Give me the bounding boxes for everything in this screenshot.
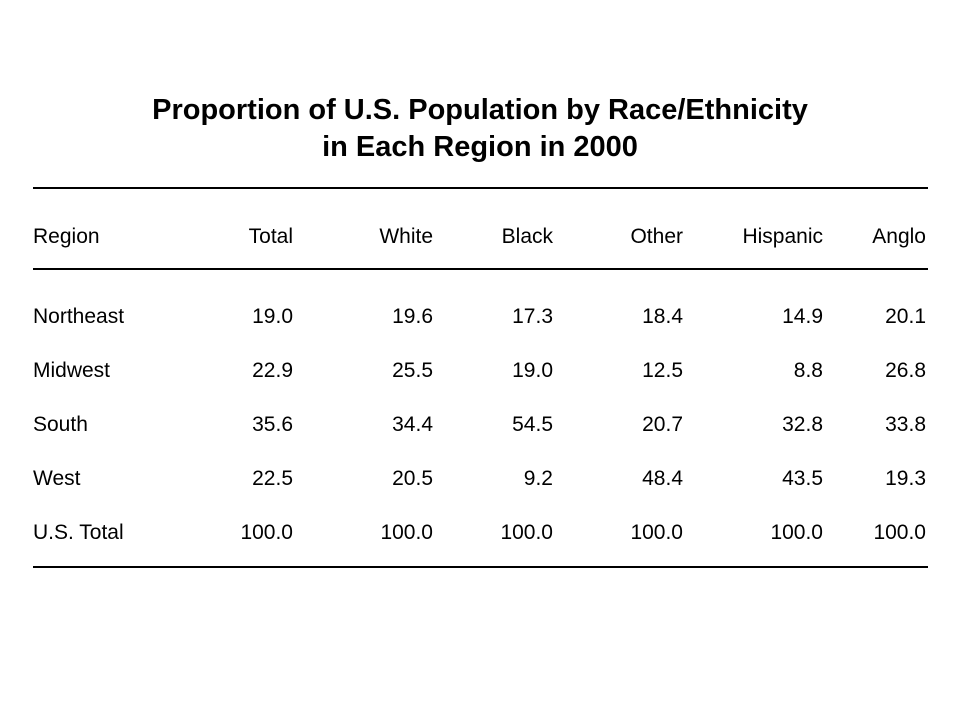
column-header-total: Total [248, 225, 293, 248]
table-cell: 19.0 [252, 305, 293, 328]
title-line-1: Proportion of U.S. Population by Race/Et… [152, 94, 808, 126]
column-header-anglo: Anglo [872, 225, 926, 248]
table-bottom-rule [33, 566, 928, 568]
table-cell: 100.0 [630, 521, 683, 544]
table-row-label: U.S. Total [33, 521, 124, 544]
table-top-rule [33, 187, 928, 189]
table-cell: 100.0 [380, 521, 433, 544]
table-cell: 25.5 [392, 359, 433, 382]
table-cell: 12.5 [642, 359, 683, 382]
column-header-hispanic: Hispanic [742, 225, 823, 248]
table-cell: 100.0 [500, 521, 553, 544]
table-cell: 17.3 [512, 305, 553, 328]
table-cell: 100.0 [240, 521, 293, 544]
table-cell: 19.6 [392, 305, 433, 328]
table-cell: 19.0 [512, 359, 553, 382]
table-row-label: Midwest [33, 359, 111, 382]
table-cell: 26.8 [885, 359, 926, 382]
column-header-black: Black [501, 225, 553, 248]
table-cell: 9.2 [523, 467, 553, 490]
title-line-2: in Each Region in 2000 [322, 131, 638, 163]
table-cell: 20.7 [642, 413, 683, 436]
table-row-label: South [33, 413, 88, 436]
table-cell: 34.4 [392, 413, 433, 436]
table-cell: 20.5 [392, 467, 433, 490]
table-cell: 32.8 [782, 413, 823, 436]
column-header-other: Other [630, 225, 683, 248]
table-cell: 100.0 [770, 521, 823, 544]
column-header-white: White [379, 225, 433, 248]
table-cell: 8.8 [793, 359, 823, 382]
column-header-region: Region [33, 225, 100, 248]
table-cell: 19.3 [885, 467, 926, 490]
table-cell: 22.9 [252, 359, 293, 382]
table-row-label: Northeast [33, 305, 125, 328]
table-cell: 48.4 [642, 467, 683, 490]
table-cell: 20.1 [885, 305, 926, 328]
table-row-label: West [33, 467, 81, 490]
table-cell: 100.0 [873, 521, 926, 544]
chart-title: Proportion of U.S. Population by Race/Et… [0, 92, 960, 166]
table-header-rule [33, 268, 928, 270]
table-cell: 18.4 [642, 305, 683, 328]
table-cell: 43.5 [782, 467, 823, 490]
table-cell: 22.5 [252, 467, 293, 490]
table-cell: 35.6 [252, 413, 293, 436]
table-cell: 14.9 [782, 305, 823, 328]
table-cell: 54.5 [512, 413, 553, 436]
table-cell: 33.8 [885, 413, 926, 436]
